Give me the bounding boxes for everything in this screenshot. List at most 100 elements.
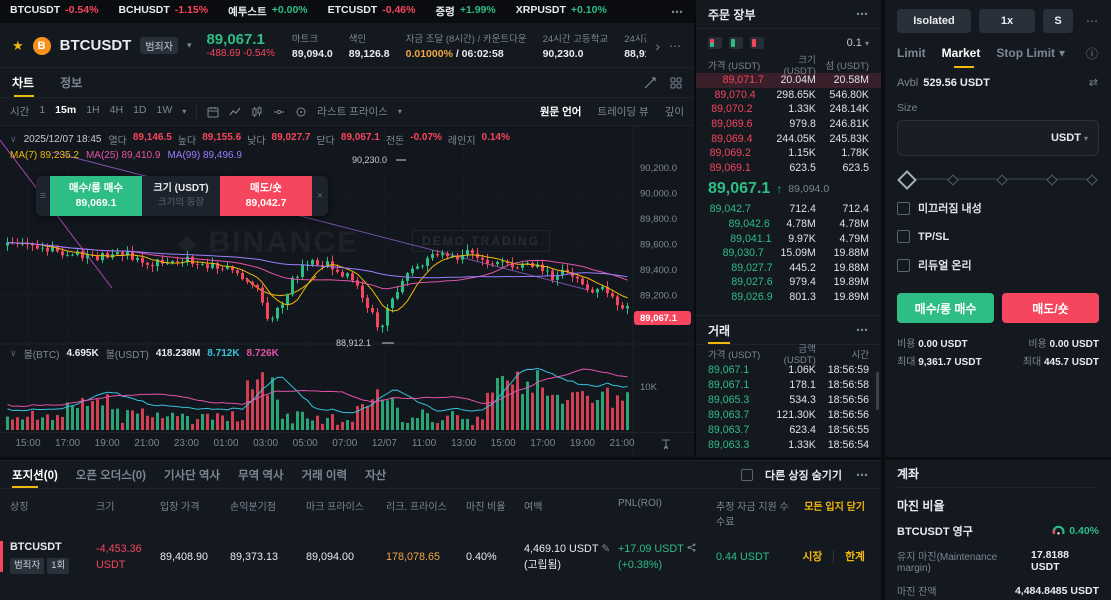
slider-stop[interactable] [946,174,959,186]
positions-tab[interactable]: 오픈 오더스(0) [75,469,146,482]
target-icon[interactable] [295,106,307,118]
price-type-caret-icon[interactable]: ▾ [397,107,402,116]
book-row[interactable]: 89,070.2 1.33K 248.14K [696,102,881,117]
hide-other-symbols-checkbox[interactable] [741,468,754,481]
close-market-button[interactable]: 시장 [802,550,823,563]
slider-stop[interactable] [1045,174,1058,186]
book-row[interactable]: 89,026.9 801.3 19.89M [696,290,881,305]
chart-size-field[interactable]: 크기 (USDT) 크기의 등장 [142,176,220,216]
book-row[interactable]: 89,027.7 445.2 19.88M [696,261,881,276]
mid-price-row[interactable]: 89,067.1 ↑ 89,094.0 [696,175,881,202]
candle-style-icon[interactable] [251,106,263,118]
info-icon[interactable]: ⓘ [1085,46,1099,61]
book-row[interactable]: 89,069.4 244.05K 245.83K [696,131,881,146]
edit-margin-icon[interactable]: ✎ [601,542,611,555]
panel-more-icon[interactable]: ⋯ [1086,14,1099,28]
positions-more-icon[interactable]: ⋯ [856,467,869,482]
ticker-item[interactable]: 증령 +1.99% [436,4,496,19]
symbol-caret-icon[interactable]: ▾ [186,40,192,50]
book-row[interactable]: 89,041.1 9.97K 4.79M [696,231,881,246]
checkbox-icon[interactable] [897,230,910,243]
time-axis[interactable]: 15:00 17:00 19:00 21:00 23:00 01:00 03:00 05:00… [0,432,694,457]
close-limit-button[interactable]: 한계 [845,550,865,563]
share-pnl-icon[interactable] [687,543,696,555]
ticker-more-icon[interactable]: ⋯ [671,4,684,19]
layout-grid-icon[interactable] [670,77,682,89]
interval-시간[interactable]: 시간 [10,106,30,118]
positions-tab[interactable]: 포지션(0) [12,461,58,488]
chart-buy-button[interactable]: 매수/롱 매수 89,069.1 [50,176,142,216]
close-all-positions-button[interactable]: 모든 입지 닫기 [804,502,865,513]
drag-handle-icon[interactable]: ≡ [39,190,47,202]
close-icon[interactable]: × [316,190,324,202]
order-tab-limit[interactable]: Limit [897,36,926,70]
tab-info[interactable]: 정보 [60,76,83,90]
option-미끄러짐 내성[interactable]: 미끄러짐 내성 [897,200,1099,216]
position-mode-button[interactable]: S [1043,9,1073,33]
book-row[interactable]: 89,030.7 15.09M 19.88M [696,246,881,261]
interval-1W[interactable]: 1W [156,104,173,116]
interval-1[interactable]: 1 [39,104,46,116]
slider-stop[interactable] [1086,174,1098,186]
toolbar-right-item[interactable]: 깊이 [664,106,684,118]
positions-tab[interactable]: 거래 이력 [301,469,348,482]
slider-handle[interactable] [897,170,917,190]
precision-select[interactable]: 0.1 ▾ [847,37,869,49]
collapse-caret-icon[interactable]: ∨ [10,348,17,358]
ticker-item[interactable]: BCHUSDT -1.15% [118,4,208,19]
scrollbar[interactable] [876,372,879,410]
size-input[interactable] [908,130,1051,146]
book-row[interactable]: 89,027.6 979.4 19.89M [696,275,881,290]
header-more-icon[interactable]: ⋯ [669,38,682,53]
checkbox-icon[interactable] [897,258,910,272]
ticker-item[interactable]: ETCUSDT -0.46% [328,4,416,19]
order-tab-market[interactable]: Market [942,36,980,70]
calendar-icon[interactable] [207,106,219,118]
chart-canvas[interactable]: 90,200.0 90,000.0 89,800.0 89,600.0 89,400.0… [0,126,694,457]
book-row[interactable]: 89,070.4 298.65K 546.80K [696,88,881,103]
tab-chart[interactable]: 차트 [12,68,35,97]
unit-select[interactable]: USDT ▾ [1051,132,1088,144]
chart-sell-button[interactable]: 매도/숏 89,042.7 [220,176,312,216]
trades-more-icon[interactable]: ⋯ [856,323,869,337]
order-tab-stop-limit[interactable]: Stop Limit ▾ [996,36,1065,70]
price-chart-svg[interactable]: 90,200.0 90,000.0 89,800.0 89,600.0 89,400.0… [0,126,694,457]
book-row[interactable]: 89,071.7 20.04M 20.58M [696,73,881,88]
indicator-icon[interactable] [273,106,285,118]
interval-caret-icon[interactable]: ▾ [182,107,187,116]
interval-4H[interactable]: 4H [109,104,124,116]
margin-mode-button[interactable]: Isolated [897,9,971,33]
buy-long-button[interactable]: 매수/롱 매수 [897,293,994,323]
positions-tab[interactable]: 자산 [365,469,387,482]
collapse-caret-icon[interactable]: ∨ [10,134,17,144]
book-row[interactable]: 89,042.6 4.78M 4.78M [696,217,881,232]
ticker-item[interactable]: 예투스트 +0.00% [228,4,308,19]
transfer-icon[interactable]: ⇄ [1088,77,1099,89]
option-리듀얼 온리[interactable]: 리듀얼 온리 [897,257,1099,273]
price-type-select[interactable]: 라스트 프라이스 [317,106,388,118]
book-row[interactable]: 89,069.2 1.15K 1.78K [696,146,881,161]
toolbar-right-item[interactable]: 원문 언어 [539,106,582,118]
toolbar-right-item[interactable]: 트레이딩 뷰 [597,106,649,118]
draw-line-icon[interactable] [644,76,656,89]
slider-stop[interactable] [996,174,1008,186]
favorite-star-icon[interactable]: ★ [12,37,24,53]
option-TP/SL[interactable]: TP/SL [897,230,1099,243]
stats-scroll-chevron-icon[interactable]: › [655,37,660,54]
leverage-button[interactable]: 1x [979,9,1035,33]
book-row[interactable]: 89,069.1 623.5 623.5 [696,161,881,176]
ticker-item[interactable]: XRPUSDT +0.10% [516,4,607,19]
symbol-name[interactable]: BTCUSDT [59,37,132,54]
positions-tab[interactable]: 무역 역사 [238,469,284,482]
axis-settings-icon[interactable] [660,438,672,453]
orderbook-more-icon[interactable]: ⋯ [856,7,869,21]
ticker-item[interactable]: BTCUSDT -0.54% [10,4,98,19]
positions-tab[interactable]: 기사단 역사 [163,469,221,482]
chart-style-icon[interactable] [229,106,241,118]
sell-short-button[interactable]: 매도/숏 [1002,293,1099,323]
trades-title[interactable]: 거래 [708,316,731,344]
book-layout-bids-icon[interactable] [729,36,743,49]
checkbox-icon[interactable] [897,201,910,215]
book-layout-asks-icon[interactable] [750,36,764,49]
interval-1H[interactable]: 1H [86,104,100,116]
